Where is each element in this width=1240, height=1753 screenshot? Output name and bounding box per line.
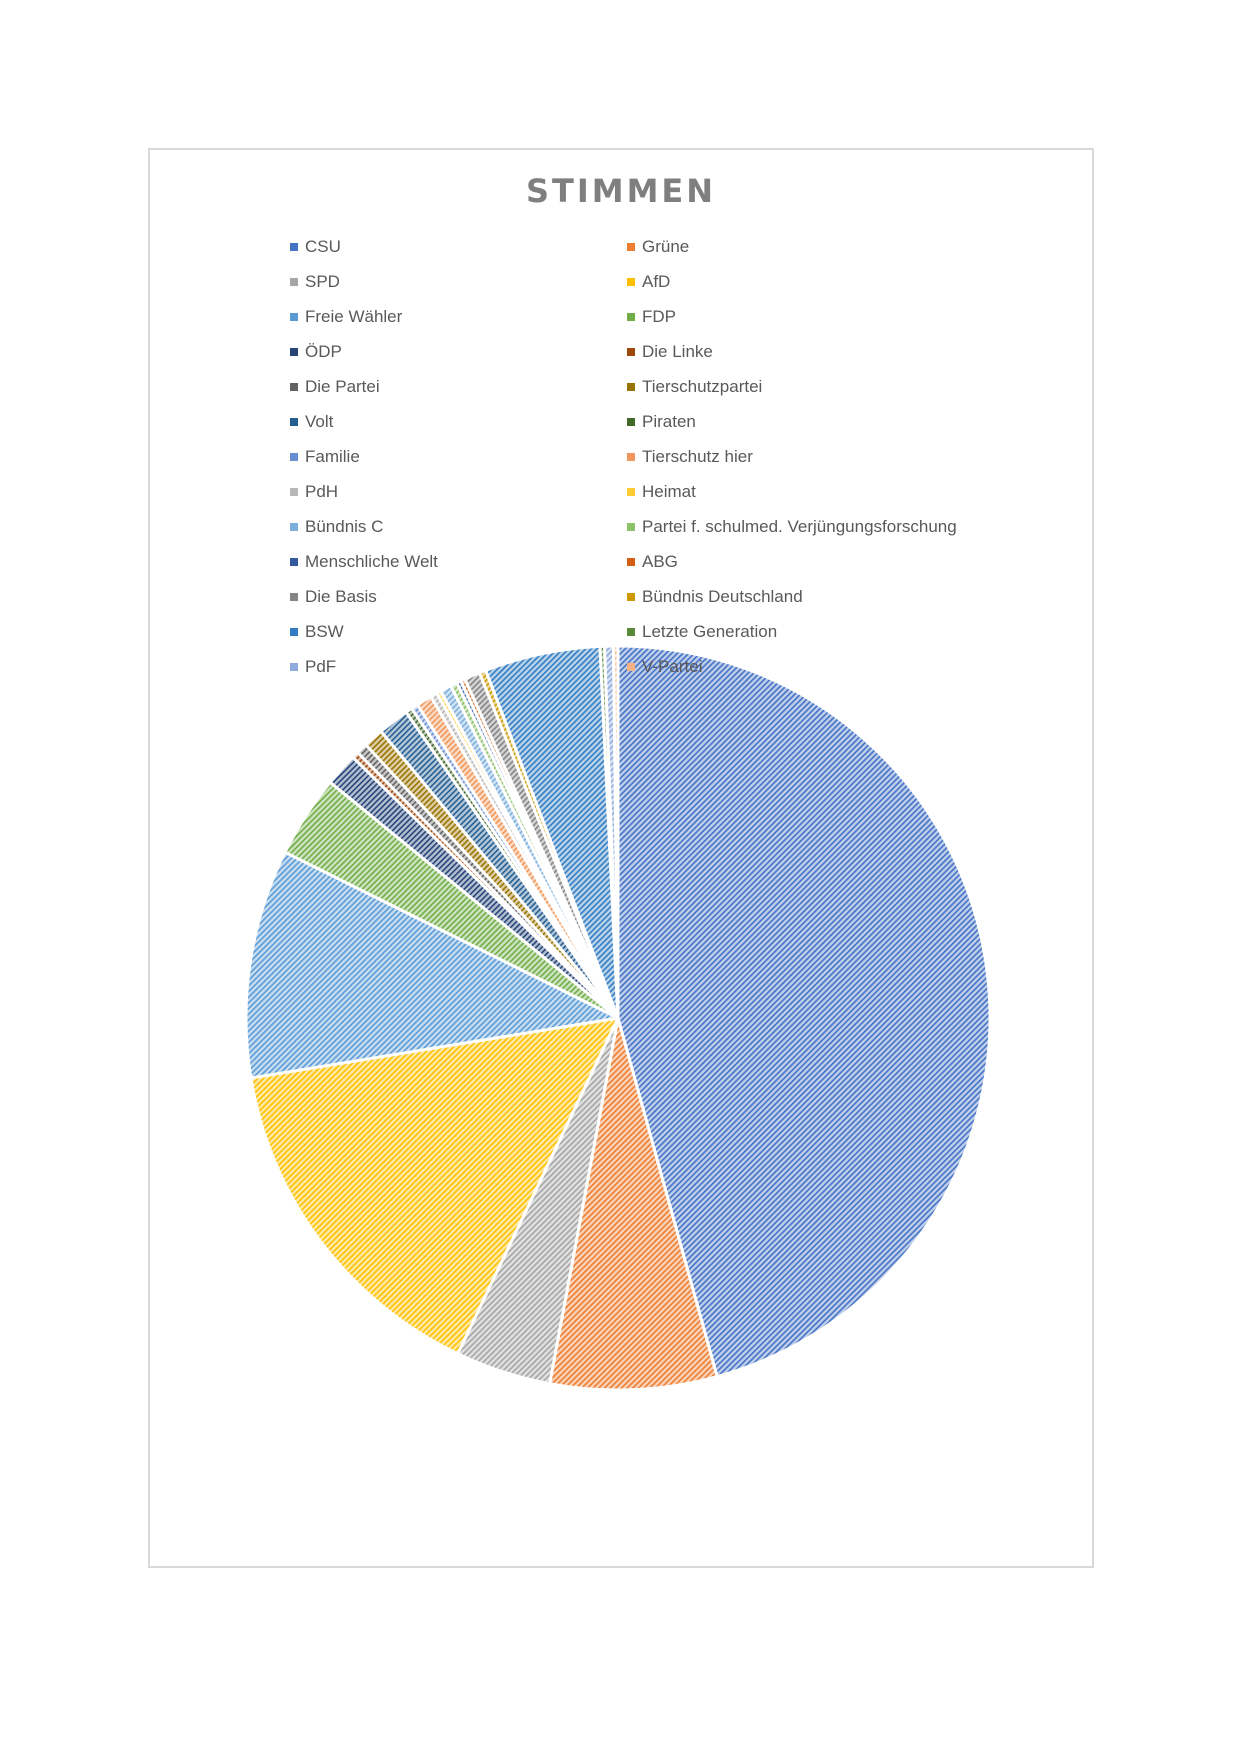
legend-item: Die Partei [290,372,380,402]
legend-label: Heimat [642,482,696,501]
legend-swatch [290,417,298,426]
pie-slice-26 [611,644,620,1020]
legend-swatch [290,452,298,461]
legend-swatch [627,277,635,286]
legend-swatch [627,487,635,496]
legend-item: ÖDP [290,337,342,367]
legend-label: Tierschutzpartei [642,377,763,396]
legend-label: Familie [305,447,360,466]
legend-swatch [290,277,298,286]
legend-label: Piraten [642,412,696,431]
legend-swatch [627,452,635,461]
legend-label: Die Partei [305,377,380,396]
legend-item: Grüne [627,232,689,262]
legend-label: Letzte Generation [642,622,778,641]
legend-item: Volt [290,407,333,437]
legend-swatch [290,592,298,601]
legend-label: Die Basis [305,587,377,606]
legend-item: CSU [290,232,341,262]
legend-item: Die Linke [627,337,713,367]
legend-item: V-Partei [627,652,702,682]
legend-item: Bündnis C [290,512,383,542]
legend-label: AfD [642,272,671,291]
legend-item: Freie Wähler [290,302,402,332]
legend-label: PdH [305,482,339,501]
pie-slice-2 [548,1016,719,1392]
legend-label: Freie Wähler [305,307,403,326]
legend-label: Bündnis Deutschland [642,587,803,606]
legend-item: Tierschutz hier [627,442,753,472]
legend-label: CSU [305,237,341,256]
legend-item: Tierschutzpartei [627,372,762,402]
legend-item: Piraten [627,407,696,437]
legend-item: Letzte Generation [627,617,777,647]
legend-label: ABG [642,552,678,571]
legend-label: Bündnis C [305,517,384,536]
legend-label: FDP [642,307,676,326]
legend-swatch [290,662,298,671]
legend-label: SPD [305,272,340,291]
legend-label: Tierschutz hier [642,447,753,466]
chart-title: STIMMEN [525,172,717,210]
legend-item: SPD [290,267,340,297]
legend-label: PdF [305,657,337,676]
legend-label: Menschliche Welt [305,552,438,571]
legend-item: PdF [290,652,336,682]
legend-swatch [627,592,635,601]
legend-label: ÖDP [305,342,342,361]
legend-swatch [290,347,298,356]
legend-swatch [290,242,298,251]
pie-slice-1 [616,644,992,1379]
legend-item: PdH [290,477,338,507]
legend-item: Menschliche Welt [290,547,438,577]
legend-label: Die Linke [642,342,713,361]
legend-item: Heimat [627,477,696,507]
legend-swatch [627,312,635,321]
legend-swatch [627,382,635,391]
legend-label: Grüne [642,237,690,256]
legend-swatch [627,242,635,251]
legend-swatch [627,417,635,426]
legend-label: BSW [305,622,344,641]
chart-frame: STIMMEN CSU Grüne SPD AfD Freie Wähler FDP ÖDP… [148,148,1094,1568]
legend-swatch [290,312,298,321]
legend-swatch [290,557,298,566]
legend-swatch [290,487,298,496]
legend-item: BSW [290,617,344,647]
legend-label: V-Partei [642,657,703,676]
legend-swatch [627,557,635,566]
legend-label: Partei f. schulmed. Verjüngungsforschung [642,517,957,536]
pie-slice-4 [249,1016,620,1356]
legend-item: Die Basis [290,582,377,612]
legend-swatch [290,627,298,636]
legend-item: ABG [627,547,678,577]
legend-swatch [627,627,635,636]
legend-item: FDP [627,302,676,332]
legend-label: Volt [305,412,334,431]
legend-swatch [627,522,635,531]
legend-swatch [627,662,635,671]
legend-swatch [627,347,635,356]
legend-item: Familie [290,442,360,472]
legend-item: Partei f. schulmed. Verjüngungsforschung [627,512,957,542]
pie-slice-5 [244,850,620,1080]
pie-chart [244,644,992,1392]
legend-item: Bündnis Deutschland [627,582,803,612]
legend-swatch [290,382,298,391]
legend-item: AfD [627,267,670,297]
legend-swatch [290,522,298,531]
